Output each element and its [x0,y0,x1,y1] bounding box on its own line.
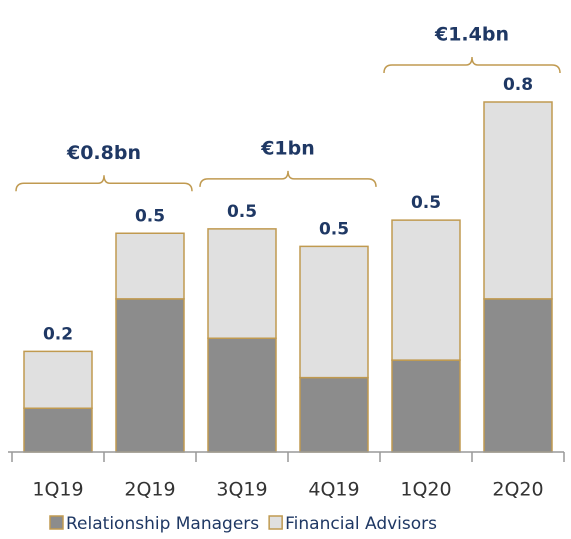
x-tick-label: 2Q19 [124,479,175,501]
bar-segment [299,245,369,379]
legend-swatch [268,515,283,530]
bar-segment [391,359,461,453]
bar-segment [391,219,461,361]
total-label: 0.5 [135,206,165,226]
brace [15,175,193,192]
annotation: €1.4bn [434,24,509,46]
annotation: €0.8bn [66,142,141,164]
total-label: 0.5 [411,193,441,213]
bar-segment [207,228,277,339]
bar-segment [207,337,277,453]
bar-segment [23,407,93,453]
total-label: 0.8 [503,75,533,95]
annotation: €1bn [260,137,315,159]
legend-swatch [49,515,64,530]
x-tick-label: 1Q19 [32,479,83,501]
bar-segment [23,350,93,409]
x-tick-label: 3Q19 [216,479,267,501]
total-label: 0.2 [43,324,73,344]
x-tick-label: 1Q20 [400,479,451,501]
legend-label: Relationship Managers [66,514,259,534]
bar-segment [115,232,185,300]
brace [199,170,377,187]
total-label: 0.5 [227,202,257,222]
total-label: 0.5 [319,219,349,239]
bar-segment [115,298,185,453]
legend-label: Financial Advisors [285,514,437,534]
bar-segment [483,101,553,300]
bar-segment [299,376,369,453]
x-tick-label: 4Q19 [308,479,359,501]
x-tick-label: 2Q20 [492,479,543,501]
bar-segment [483,298,553,453]
brace [383,56,561,74]
